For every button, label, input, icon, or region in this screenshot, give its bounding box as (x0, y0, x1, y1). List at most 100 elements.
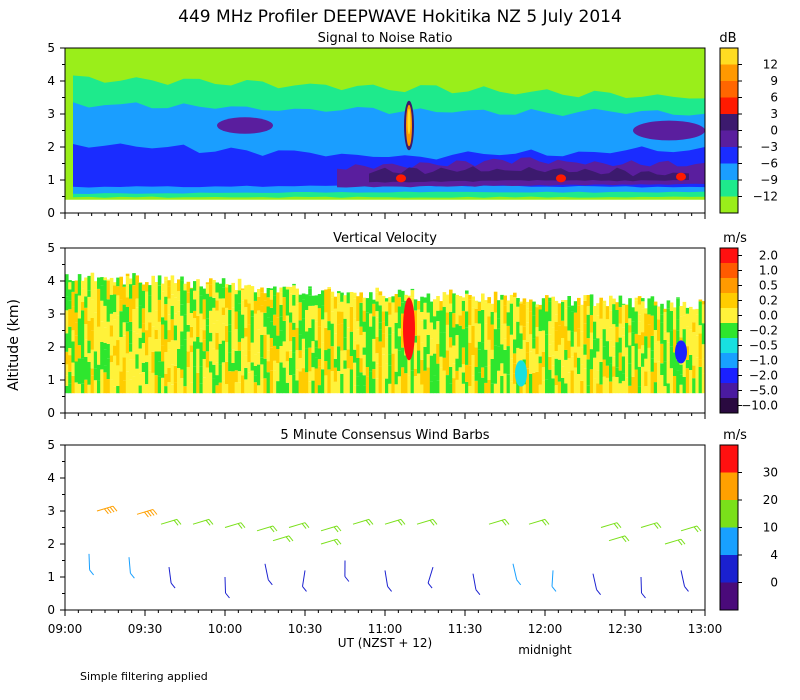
vv-cell (577, 374, 581, 394)
vv-cell (212, 280, 216, 298)
vv-cell (193, 318, 197, 342)
vv-cell (119, 371, 123, 394)
wind-barb-staff (264, 563, 269, 580)
colorbar-label: 1.0 (759, 264, 778, 278)
vv-cell (519, 303, 523, 326)
vv-cell (209, 284, 213, 297)
vv-cell (625, 323, 629, 348)
vv-cell (509, 381, 514, 394)
vv-cell (605, 341, 610, 366)
vv-cell (532, 338, 536, 349)
vv-cell (362, 297, 367, 311)
wind-barb-flag (130, 572, 135, 579)
vv-cell (429, 301, 434, 323)
vv-cell (74, 382, 79, 394)
vv-cell (404, 355, 408, 374)
vv-cell (81, 280, 85, 289)
vv-cell (372, 378, 376, 394)
vv-cell (471, 307, 475, 326)
vv-cell (305, 309, 309, 332)
vv-cell (497, 318, 501, 329)
vv-cell (388, 365, 392, 384)
wind-barb-flag (152, 509, 158, 515)
vv-cell (692, 378, 696, 394)
vv-cell (109, 277, 114, 295)
vv-cell (113, 355, 117, 363)
vv-cell (346, 327, 351, 350)
vv-cell (660, 322, 664, 344)
vv-cell (157, 351, 162, 362)
wind-barb-flag (288, 535, 294, 542)
vv-cell (180, 315, 184, 332)
vv-cell (503, 323, 507, 339)
vv-cell (423, 302, 427, 320)
vv-cell (292, 285, 296, 295)
vv-cell (218, 283, 223, 299)
vv-cell (215, 310, 219, 321)
vv-cell (135, 275, 139, 299)
vv-cell (493, 368, 498, 384)
colorbar-segment (720, 368, 738, 383)
vv-cell (205, 284, 210, 294)
vv-cell (298, 350, 303, 359)
vv-cell (97, 380, 101, 394)
vv-cell (641, 298, 645, 302)
vv-cell (538, 331, 543, 357)
vv-cell (385, 378, 389, 394)
vv-cell (327, 288, 331, 298)
vv-cell (119, 311, 123, 325)
vv-cell (103, 327, 107, 343)
snr-plume-core (407, 108, 411, 135)
vv-cell (676, 370, 680, 394)
vv-cell (461, 310, 466, 330)
vv-cell (695, 314, 699, 336)
vv-cell (570, 305, 575, 312)
vv-cell (583, 354, 587, 369)
vv-cell (212, 378, 216, 394)
vv-cell (509, 358, 514, 382)
vv-cell (609, 295, 613, 311)
vv-cell (74, 293, 79, 313)
colorbar-segment (720, 338, 738, 353)
vv-cell (263, 378, 267, 394)
vv-cell (180, 276, 184, 281)
vv-cell (410, 288, 415, 291)
vv-cell (173, 366, 178, 383)
vv-cell (609, 363, 613, 382)
vv-cell (650, 358, 655, 372)
vv-cell (138, 373, 143, 386)
vv-cell (301, 338, 306, 354)
colorbar-segment (720, 196, 738, 213)
vv-cell (93, 326, 98, 352)
vv-cell (474, 367, 479, 381)
vv-cell (244, 285, 248, 300)
vv-cell (241, 300, 245, 315)
vv-cell (625, 377, 629, 394)
vv-cell (385, 326, 389, 338)
vv-cell (135, 333, 139, 355)
vv-cell (637, 386, 642, 394)
vv-cell (173, 313, 178, 326)
vv-cell (359, 358, 363, 373)
vv-cell (481, 377, 485, 394)
vv-cell (378, 341, 383, 367)
vv-cell (551, 355, 555, 366)
vv-cell (605, 319, 610, 342)
vv-cell (423, 297, 427, 303)
vv-cell (135, 298, 139, 308)
vv-cell (365, 337, 370, 354)
wind-barb-flag (400, 519, 406, 525)
vv-cell (122, 322, 127, 336)
vv-cell (673, 307, 677, 330)
vv-cell (193, 299, 197, 311)
wind-barb-flag (112, 505, 118, 512)
vv-cell (77, 384, 82, 394)
vv-cell (148, 285, 152, 296)
vv-cell (295, 303, 299, 328)
vv-cell (116, 316, 120, 341)
vv-cell (183, 386, 187, 394)
vv-cell (612, 304, 616, 325)
colorbar-label: −0.5 (749, 339, 778, 353)
colorbar-segment (720, 527, 738, 555)
